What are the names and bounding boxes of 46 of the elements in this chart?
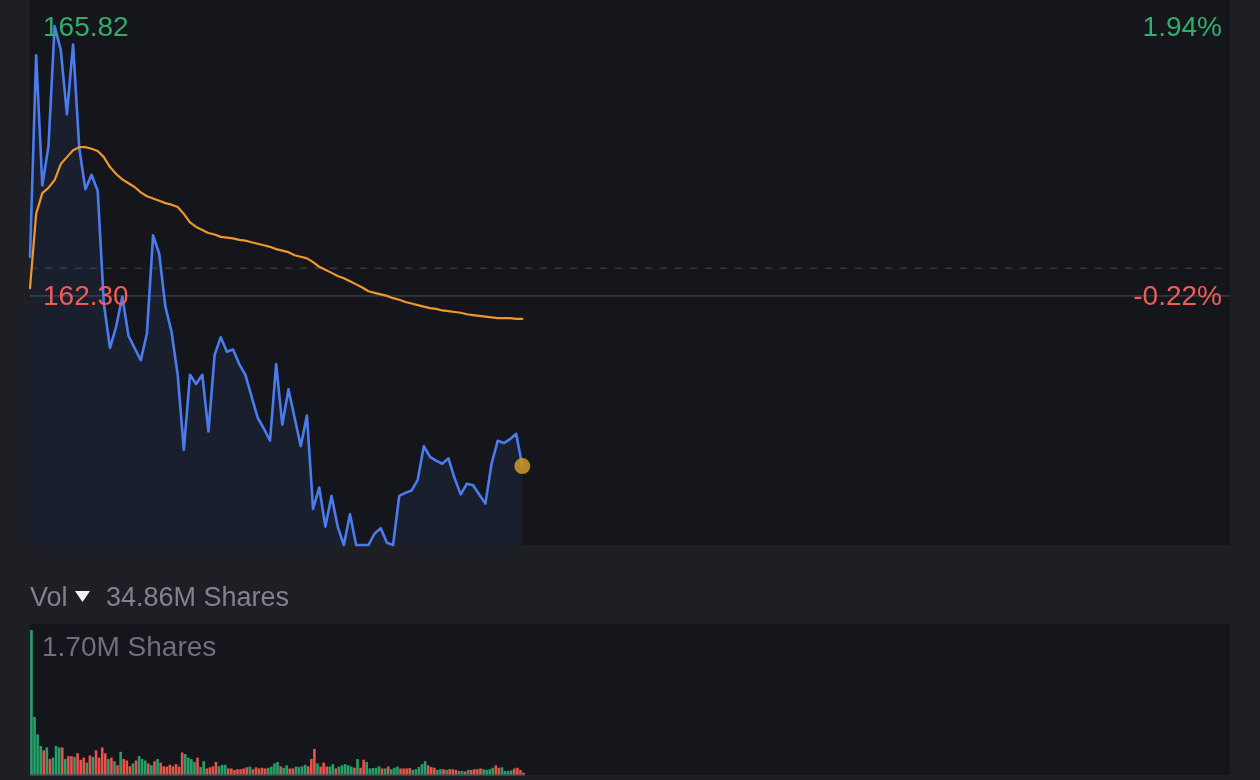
y-tick-label: 165.82 (43, 10, 129, 42)
bar (82, 757, 86, 775)
bar (402, 768, 405, 775)
bar (239, 769, 242, 775)
bar (473, 769, 476, 775)
bar (242, 768, 245, 775)
y2-tick-label: -0.22% (1133, 280, 1222, 312)
chart-title: Vol (30, 582, 68, 612)
bar (448, 769, 452, 775)
bar (405, 768, 408, 775)
annotation: 1.70M Shares (42, 630, 217, 662)
bar (313, 748, 316, 775)
line-series (28, 146, 524, 320)
bar (273, 763, 276, 775)
bar (202, 761, 205, 775)
y2-tick-label: 1.94% (1142, 10, 1222, 42)
bar (190, 759, 193, 775)
bar (122, 759, 126, 775)
bar (426, 765, 430, 775)
bar (270, 766, 273, 775)
bar (193, 761, 196, 775)
bar (485, 769, 488, 775)
bar (476, 769, 479, 775)
bar (488, 769, 492, 775)
bar (113, 761, 116, 775)
bar (276, 761, 279, 775)
bar (516, 767, 519, 775)
bar (429, 767, 433, 775)
bar (196, 757, 199, 775)
bar (356, 759, 359, 775)
bar (322, 762, 325, 775)
bar (100, 747, 104, 775)
bar (116, 765, 119, 775)
bar (162, 766, 166, 775)
bar (513, 768, 516, 775)
chart-subtitle: 34.86M Shares (106, 582, 290, 612)
bar (233, 769, 236, 775)
bar (119, 751, 122, 775)
bar (30, 630, 33, 775)
bar (393, 767, 396, 775)
bar (236, 769, 239, 775)
bar (125, 760, 129, 775)
bar (187, 757, 190, 775)
bar (226, 768, 230, 775)
bar (63, 759, 67, 775)
bar (230, 768, 233, 775)
